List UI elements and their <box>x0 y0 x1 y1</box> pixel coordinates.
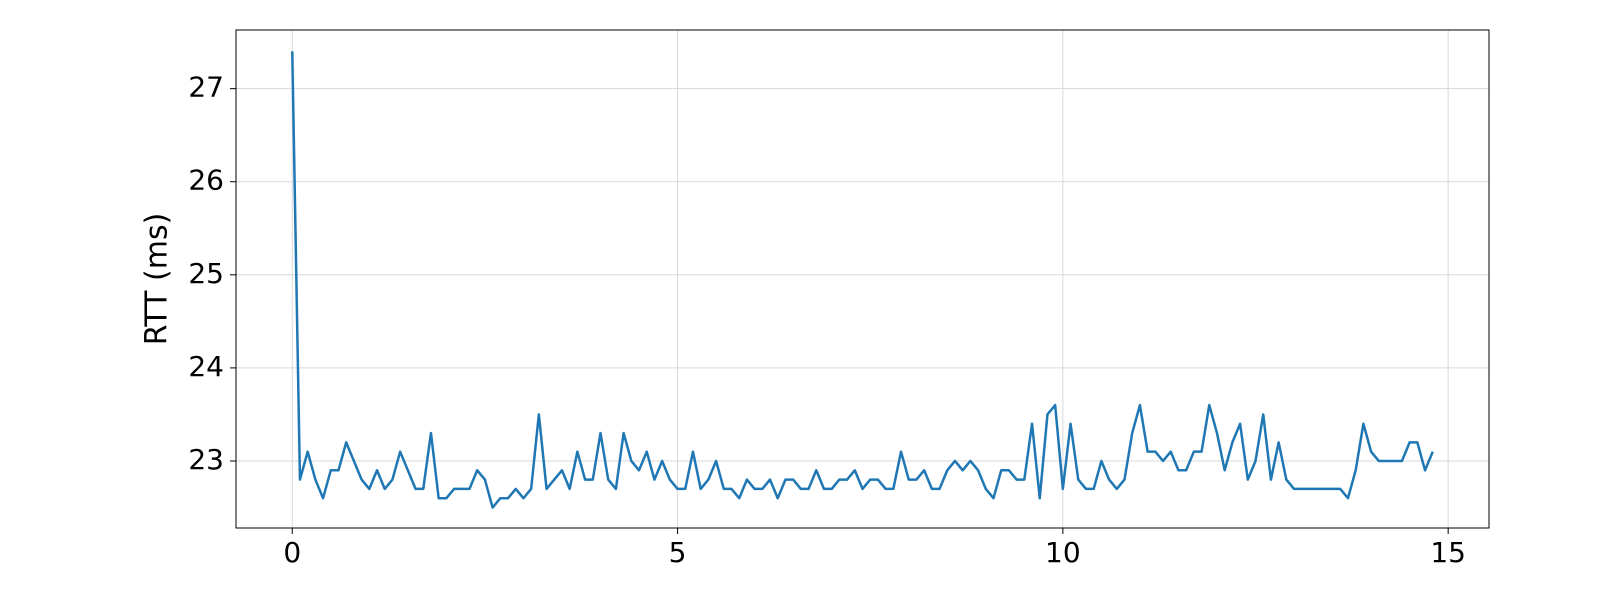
data-line <box>291 51 1434 509</box>
y-tick-label: 27 <box>188 71 224 104</box>
x-tick-label: 10 <box>1045 536 1081 569</box>
x-tick-label: 15 <box>1430 536 1466 569</box>
y-tick-label: 23 <box>188 443 224 476</box>
x-tick-label: 5 <box>669 536 687 569</box>
x-tick-label: 0 <box>283 536 301 569</box>
y-tick-label: 25 <box>188 257 224 290</box>
y-tick-label: 24 <box>188 350 224 383</box>
y-axis-label: RTT (ms) <box>140 213 175 346</box>
plot-frame <box>235 29 1490 529</box>
y-tick-label: 26 <box>188 164 224 197</box>
